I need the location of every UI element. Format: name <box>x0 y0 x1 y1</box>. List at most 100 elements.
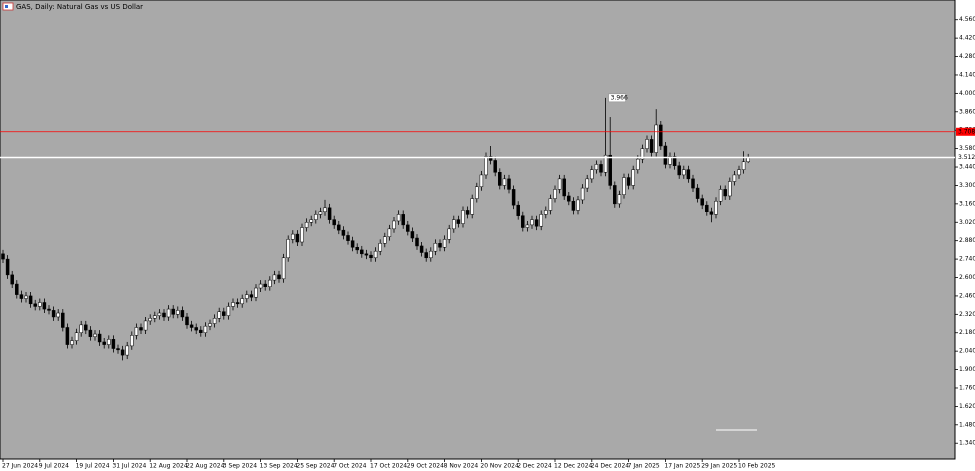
y-tick-label: 2.740 <box>959 256 975 263</box>
candle-body <box>429 250 433 259</box>
candle-body <box>300 227 304 243</box>
candle-body <box>622 177 626 195</box>
candle-body <box>645 139 649 149</box>
candle-body <box>723 189 727 197</box>
candle-body <box>162 312 166 318</box>
candle-body <box>65 327 70 345</box>
candle-body <box>373 250 378 259</box>
y-tick-label: 3.160 <box>959 200 975 207</box>
y-tick-label: 1.620 <box>959 403 975 410</box>
candle-body <box>746 157 750 163</box>
candle-body <box>580 187 585 201</box>
candle-body <box>291 233 295 240</box>
candle-body <box>539 214 543 227</box>
candle-body <box>659 124 663 147</box>
candle-body <box>695 187 700 199</box>
candle-body <box>318 211 323 215</box>
x-tick-label: 27 Jun 2024 <box>2 463 38 470</box>
candle-body <box>185 316 189 326</box>
candle-body <box>222 311 226 316</box>
candle-body <box>544 210 548 215</box>
candle-body <box>341 229 346 236</box>
y-tick-label: 2.320 <box>959 311 975 318</box>
candle-body <box>93 333 97 337</box>
x-tick-label: 29 Jan 2025 <box>701 463 737 470</box>
candle-body <box>51 310 56 318</box>
y-tick-label: 2.600 <box>959 274 975 281</box>
candle-body <box>355 247 359 251</box>
candle-body <box>5 258 10 276</box>
candle-body <box>415 237 419 247</box>
candle-body <box>594 164 599 170</box>
candle-body <box>378 243 382 252</box>
candle-body <box>148 318 152 322</box>
candle-body <box>79 324 83 333</box>
y-tick-label: 1.760 <box>959 384 975 391</box>
candle-body <box>268 279 272 287</box>
candle-body <box>327 207 332 220</box>
candle-body <box>732 174 737 182</box>
y-tick-label: 2.040 <box>959 348 975 355</box>
candle-body <box>516 204 520 216</box>
symbol-icon <box>2 2 14 11</box>
candle-body <box>668 156 672 165</box>
x-tick-label: 17 Oct 2024 <box>370 463 407 470</box>
candle-body <box>511 189 516 206</box>
candle-body <box>396 214 401 222</box>
y-tick-label: 2.880 <box>959 237 975 244</box>
x-tick-label: 24 Dec 2024 <box>591 463 630 470</box>
candle-body <box>56 312 60 318</box>
candle-body <box>194 327 198 331</box>
candle-body <box>28 295 33 305</box>
candle-body <box>488 156 493 161</box>
candle-body <box>562 178 566 197</box>
candle-body <box>479 174 484 188</box>
candle-body <box>383 236 387 244</box>
candle-body <box>406 224 410 232</box>
candle-body <box>346 235 350 241</box>
candle-body <box>456 219 461 224</box>
candle-body <box>1 253 5 260</box>
annotation-label: 3.966 <box>611 94 628 101</box>
candle-body <box>171 308 175 315</box>
candle-body <box>452 219 456 230</box>
price-level-box <box>956 153 975 162</box>
candle-body <box>475 186 479 199</box>
candle-body <box>626 177 631 186</box>
candle-body <box>392 220 396 230</box>
candle-body <box>360 249 364 255</box>
candle-body <box>608 154 612 186</box>
candle-body <box>102 341 106 345</box>
candle-body <box>530 219 534 226</box>
candle-body <box>677 165 681 176</box>
candle-body <box>410 231 415 239</box>
candle-body <box>599 164 603 173</box>
x-tick-label: 19 Jul 2024 <box>76 463 110 470</box>
candle-body <box>401 214 405 226</box>
y-tick-label: 3.860 <box>959 108 975 115</box>
candle-body <box>97 333 102 343</box>
candle-body <box>617 194 622 205</box>
y-tick-label: 4.000 <box>959 90 975 97</box>
candle-body <box>709 211 714 215</box>
x-tick-label: 12 Aug 2024 <box>149 463 188 470</box>
candle-body <box>337 224 341 231</box>
candle-body <box>226 306 231 316</box>
candle-body <box>166 308 171 318</box>
annotation-box <box>608 93 626 103</box>
y-tick-label: 3.440 <box>959 164 975 171</box>
price-level-box <box>956 127 975 136</box>
candle-body <box>107 339 111 345</box>
candle-body <box>548 198 553 211</box>
x-tick-label: 22 Aug 2024 <box>186 463 225 470</box>
candle-body <box>111 339 116 349</box>
candle-body <box>387 228 392 237</box>
candle-body <box>249 294 254 298</box>
candle-body <box>217 311 221 319</box>
candle-body <box>254 287 258 298</box>
plot-area <box>0 0 956 460</box>
y-tick-label: 4.420 <box>959 35 975 42</box>
candle-body <box>84 324 88 331</box>
candle-body <box>484 156 488 176</box>
